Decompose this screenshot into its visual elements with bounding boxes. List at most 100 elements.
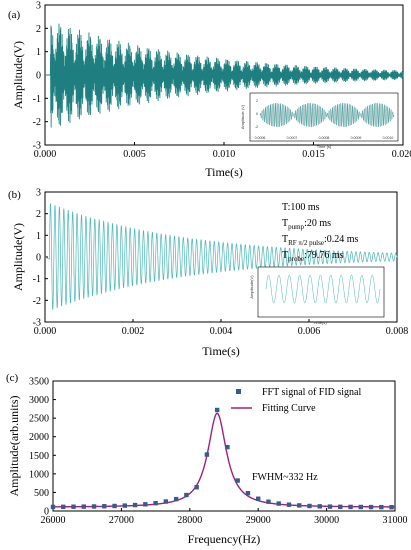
fft-point: [235, 478, 240, 483]
ytick-label: -1: [33, 274, 41, 285]
panel-b-inset: Amplitude(V) Time(s): [249, 266, 385, 325]
inset-xtick-label: 0.0006: [255, 136, 266, 140]
ytick-label: 2: [36, 209, 41, 220]
fft-point: [132, 502, 138, 508]
panel-b: (b) Amplitude(V) Time(s) -3 -2 -1 0 1 2 3 0.00…: [8, 188, 408, 359]
fft-point: [81, 504, 86, 509]
fft-point: [245, 490, 251, 496]
panel-b-inset-xlabel: Time(s): [313, 320, 327, 325]
fft-point: [91, 504, 97, 509]
ytick-label: 0: [36, 71, 41, 82]
fft-point: [358, 504, 363, 510]
fft-point: [389, 505, 394, 510]
ytick-label: 0: [44, 507, 49, 518]
xtick-label: 0.020: [392, 149, 411, 160]
xtick-label: 29000: [246, 515, 271, 526]
inset-xtick-label: 0.0008: [319, 136, 330, 140]
fft-point: [194, 485, 199, 490]
panel-c: (c) Amplitude(arb.units) Frequency(Hz) 0…: [6, 372, 408, 546]
xtick-label: 26000: [41, 515, 66, 526]
fft-points: [50, 407, 394, 510]
inset-ytick-label: 2: [256, 99, 258, 103]
inset-ytick-label: -2: [255, 125, 258, 129]
inset-ytick-label: 0: [256, 112, 258, 116]
legend-fft-marker: [236, 389, 241, 394]
panel-b-xlabel: Time(s): [202, 344, 240, 358]
fft-point: [153, 501, 158, 506]
ytick-label: 2: [36, 24, 41, 35]
panel-a-inset-signal: [259, 102, 395, 128]
fft-point: [61, 504, 66, 510]
panel-c-yticks: 0 500 1000 1500 2000 2500 3000 3500: [29, 377, 56, 518]
panel-b-inset-ylabel: Amplitude(V): [249, 275, 254, 299]
annot-probe-sub: probe: [288, 255, 304, 263]
ytick-label: -2: [33, 117, 41, 128]
fft-point: [266, 499, 271, 504]
fft-point: [184, 492, 189, 498]
annot-pump-val: :20 ms: [304, 218, 331, 229]
ytick-label: -3: [33, 318, 41, 329]
fft-point: [348, 504, 353, 510]
panel-a-inset-ylabel: Amplitude (V): [240, 104, 245, 129]
ytick-label: -2: [33, 296, 41, 307]
panel-a-inset-ticks: 0.0006 0.0007 0.0008 0.0009 0.0010 2 0 -2: [255, 99, 394, 140]
panel-a-yticks: -3 -2 -1 0 1 2 3: [33, 1, 48, 152]
fft-point: [71, 504, 76, 509]
xtick-label: 0.002: [122, 326, 145, 337]
inset-xtick-label: 0.0010: [383, 136, 394, 140]
fwhm-annotation: FWHM~332 Hz: [252, 472, 318, 483]
panel-b-inset-frame: [257, 266, 385, 318]
fft-point: [214, 407, 220, 413]
panel-a-inset-xlabel: Time (s): [317, 144, 332, 149]
xtick-label: 0.000: [34, 326, 57, 337]
fft-point: [163, 499, 169, 504]
xtick-label: 31000: [383, 515, 408, 526]
xtick-label: 0.005: [123, 149, 146, 160]
fft-point: [256, 496, 261, 501]
panel-a-xlabel: Time(s): [205, 165, 243, 179]
legend-fit-label: Fitting Curve: [262, 403, 316, 414]
panel-a-ylabel: Amplitude(V): [11, 41, 25, 109]
annot-rf-sub: RF π/2 pulse: [288, 239, 324, 247]
xtick-label: 0.010: [213, 149, 236, 160]
panel-c-ylabel: Amplitude(arb.units): [7, 396, 21, 497]
fft-point: [173, 496, 179, 502]
panel-a-label: (a): [8, 9, 21, 21]
panel-a: (a) Amplitude(V) Time(s) -3 -2 -1 0 1 2 3 0.00…: [8, 1, 411, 180]
ytick-label: 2000: [29, 432, 49, 443]
fft-point: [225, 444, 230, 450]
inset-xtick-label: 0.0007: [287, 136, 298, 140]
xtick-label: 0.015: [302, 149, 325, 160]
ytick-label: -3: [33, 141, 41, 152]
fft-point: [102, 504, 107, 509]
annot-rf-T: T: [282, 234, 288, 245]
annot-probe-T: T: [282, 250, 288, 261]
panel-b-inset-signal: [265, 274, 381, 304]
xtick-label: 30000: [314, 515, 339, 526]
annot-probe-val: :79.76 ms: [304, 250, 344, 261]
ytick-label: 1: [36, 47, 41, 58]
fft-point: [50, 504, 56, 510]
fft-point: [112, 503, 117, 509]
inset-xtick-label: 0.0009: [351, 136, 362, 140]
ytick-label: 1500: [29, 451, 49, 462]
ytick-label: 3000: [29, 395, 49, 406]
panel-b-label: (b): [8, 189, 21, 201]
fft-point: [122, 503, 128, 508]
legend-fft-label: FFT signal of FID signal: [262, 387, 361, 398]
panel-b-signal-line: [44, 203, 398, 310]
panel-b-annot-T: T:100 ms: [282, 202, 320, 213]
ytick-label: 3: [36, 188, 41, 199]
ytick-label: 3: [36, 1, 41, 12]
fft-point: [204, 452, 210, 457]
fft-point: [286, 502, 292, 507]
xtick-label: 0.000: [34, 149, 57, 160]
panel-c-label: (c): [6, 372, 19, 384]
panel-b-annot-rf: TRF π/2 pulse:0.24 ms: [282, 234, 358, 247]
xtick-label: 0.004: [210, 326, 233, 337]
fft-point: [307, 503, 312, 509]
fft-point: [368, 504, 374, 510]
ytick-label: 1000: [29, 469, 49, 480]
ytick-label: 500: [34, 488, 49, 499]
